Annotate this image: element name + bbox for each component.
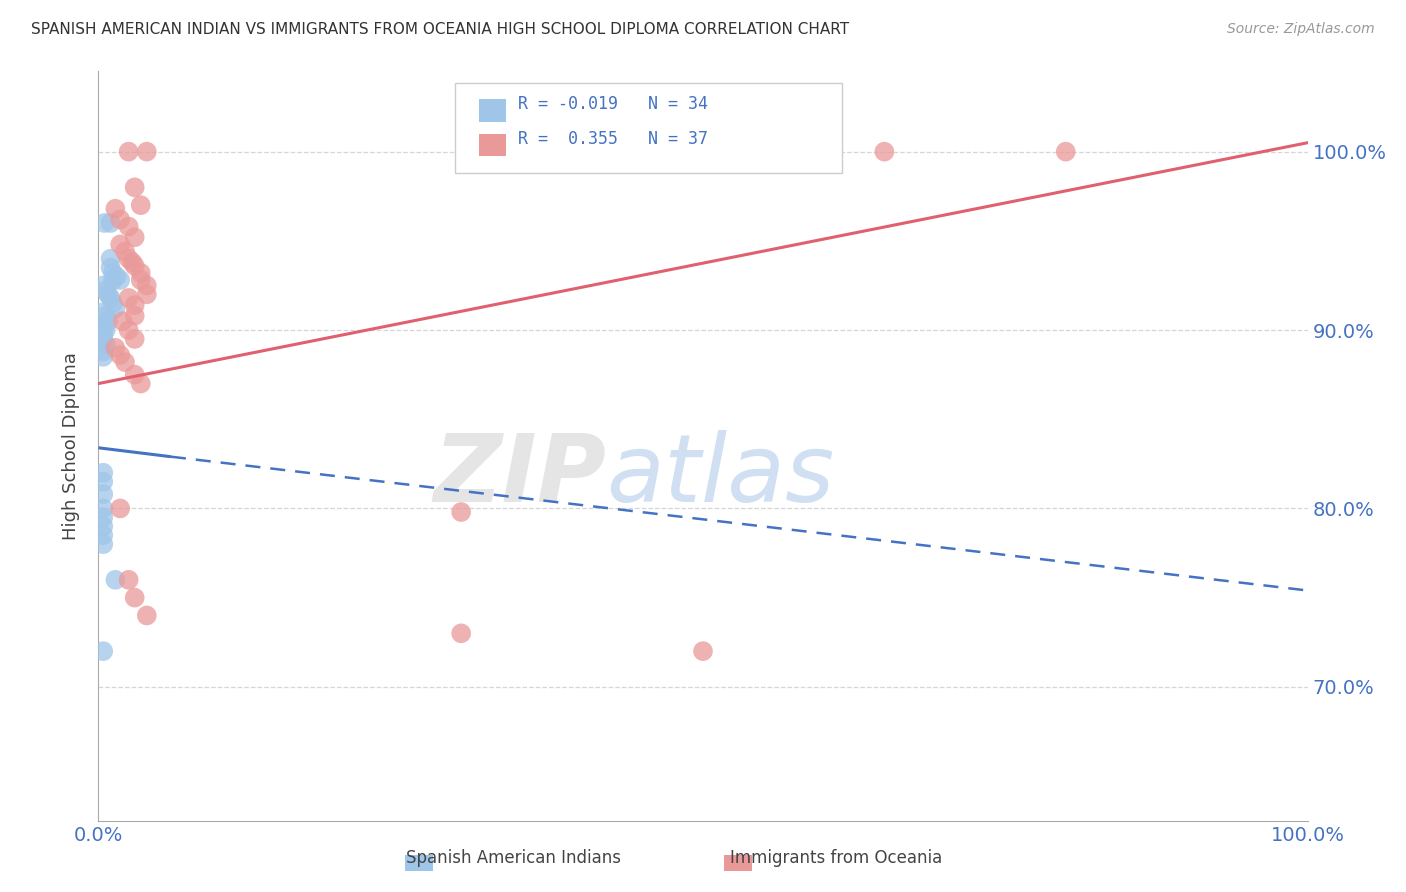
Point: [104, 341, 127, 355]
Text: R = -0.019   N = 34: R = -0.019 N = 34: [517, 95, 709, 112]
Point: [1054, 145, 1077, 159]
Point: [124, 259, 146, 273]
Point: [108, 237, 131, 252]
Y-axis label: High School Diploma: High School Diploma: [62, 352, 80, 540]
Point: [94, 337, 117, 351]
Point: [97, 314, 120, 328]
Point: [93, 216, 115, 230]
Point: [94, 323, 117, 337]
Point: [105, 269, 128, 284]
Point: [450, 626, 472, 640]
Point: [118, 252, 141, 266]
Point: [111, 314, 134, 328]
Point: [129, 198, 152, 212]
Point: [114, 355, 136, 369]
Point: [101, 273, 124, 287]
Point: [104, 573, 127, 587]
Text: Source: ZipAtlas.com: Source: ZipAtlas.com: [1227, 22, 1375, 37]
Text: Spanish American Indians: Spanish American Indians: [406, 849, 620, 867]
Point: [91, 332, 114, 346]
Point: [108, 273, 131, 287]
Point: [118, 145, 141, 159]
Point: [692, 644, 714, 658]
Point: [108, 212, 131, 227]
Point: [101, 296, 124, 310]
Point: [118, 291, 141, 305]
Point: [124, 180, 146, 194]
Point: [135, 278, 157, 293]
Point: [91, 519, 114, 533]
Point: [108, 348, 131, 362]
Point: [91, 466, 114, 480]
Point: [91, 487, 114, 501]
Text: SPANISH AMERICAN INDIAN VS IMMIGRANTS FROM OCEANIA HIGH SCHOOL DIPLOMA CORRELATI: SPANISH AMERICAN INDIAN VS IMMIGRANTS FR…: [31, 22, 849, 37]
Point: [118, 323, 141, 337]
Point: [100, 252, 122, 266]
Point: [124, 309, 146, 323]
Text: R =  0.355   N = 37: R = 0.355 N = 37: [517, 130, 709, 148]
Point: [94, 309, 117, 323]
Point: [91, 326, 114, 341]
FancyBboxPatch shape: [479, 99, 506, 121]
Point: [108, 501, 131, 516]
Text: Immigrants from Oceania: Immigrants from Oceania: [731, 849, 942, 867]
Point: [121, 255, 143, 269]
Point: [94, 284, 117, 298]
Point: [135, 145, 157, 159]
Point: [91, 278, 114, 293]
Point: [124, 230, 146, 244]
Point: [135, 608, 157, 623]
Point: [101, 266, 124, 280]
Point: [124, 298, 146, 312]
Point: [129, 273, 152, 287]
Point: [118, 573, 141, 587]
Point: [91, 537, 114, 551]
Text: atlas: atlas: [606, 431, 835, 522]
Point: [129, 266, 152, 280]
FancyBboxPatch shape: [456, 83, 842, 172]
Point: [873, 145, 896, 159]
Point: [91, 475, 114, 489]
Point: [91, 350, 114, 364]
Point: [135, 287, 157, 301]
Point: [91, 319, 114, 334]
Point: [124, 332, 146, 346]
Point: [124, 591, 146, 605]
Point: [118, 219, 141, 234]
Text: ZIP: ZIP: [433, 430, 606, 522]
Point: [129, 376, 152, 391]
Point: [91, 510, 114, 524]
Point: [100, 291, 122, 305]
Point: [114, 244, 136, 259]
Point: [104, 301, 127, 316]
Point: [100, 216, 122, 230]
Point: [91, 644, 114, 658]
Point: [97, 287, 120, 301]
Point: [91, 528, 114, 542]
Point: [91, 344, 114, 359]
Point: [100, 260, 122, 275]
FancyBboxPatch shape: [479, 134, 506, 156]
Point: [104, 202, 127, 216]
Point: [91, 501, 114, 516]
Point: [91, 305, 114, 319]
Point: [450, 505, 472, 519]
Point: [124, 368, 146, 382]
